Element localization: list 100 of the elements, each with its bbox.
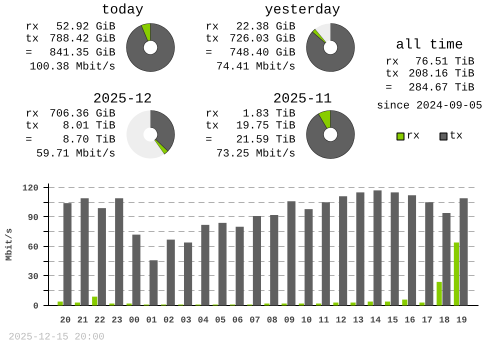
x-tick-label: 18 — [438, 316, 450, 326]
text: tx — [386, 68, 400, 80]
bar — [92, 296, 98, 306]
bar — [166, 240, 175, 306]
text: 8.70 TiB — [62, 134, 116, 146]
bar — [201, 224, 210, 306]
x-tick-label: 01 — [146, 316, 158, 326]
x-tick-label: 19 — [456, 316, 468, 326]
x-tick-label: 22 — [94, 316, 106, 326]
y-tick-label: 30 — [28, 272, 39, 282]
bar — [132, 234, 140, 306]
bar — [287, 201, 296, 306]
y-tick-label: 60 — [28, 242, 39, 252]
bar — [402, 300, 408, 306]
bar — [356, 192, 364, 306]
bar — [322, 202, 330, 306]
x-tick-label: 20 — [60, 316, 71, 326]
x-tick-label: 16 — [404, 316, 416, 326]
chart-title: today — [101, 2, 144, 18]
bar — [460, 198, 468, 306]
x-tick-label: 14 — [370, 316, 382, 326]
text: all time — [396, 38, 464, 54]
x-tick-label: 07 — [249, 316, 260, 326]
chart-title: 2025-12 — [93, 92, 152, 108]
text: 208.16 TiB — [408, 68, 475, 80]
legend-label: rx — [406, 130, 420, 142]
text: rx — [206, 108, 220, 120]
x-tick-label: 09 — [284, 316, 295, 326]
bar — [98, 208, 106, 306]
text: rx — [26, 22, 40, 34]
bar — [58, 302, 63, 306]
bar — [63, 203, 72, 306]
x-tick-label: 21 — [77, 316, 89, 326]
text: 748.40 GiB — [229, 48, 296, 60]
bar — [218, 222, 227, 306]
text: = — [26, 134, 32, 146]
text: 100.38 Mbit/s — [30, 62, 116, 74]
bar — [304, 209, 313, 306]
bar — [374, 190, 382, 306]
text: tx — [206, 120, 220, 132]
text: tx — [26, 34, 40, 46]
text: 726.03 GiB — [229, 34, 296, 46]
text: tx — [206, 34, 220, 46]
bar — [425, 202, 434, 306]
bar — [74, 302, 80, 306]
x-tick-label: 08 — [266, 316, 278, 326]
y-tick-label: 120 — [22, 183, 38, 194]
chart-title: yesterday — [264, 2, 340, 18]
text: = — [206, 134, 212, 146]
bar — [252, 216, 261, 306]
text: 52.92 GiB — [56, 22, 116, 34]
bar — [408, 195, 416, 306]
x-tick-label: 04 — [198, 316, 210, 326]
text: 284.67 TiB — [408, 82, 475, 94]
text: 788.42 GiB — [49, 34, 116, 46]
text: 841.35 GiB — [49, 48, 116, 60]
text: rx — [26, 108, 40, 120]
x-tick-label: 17 — [422, 316, 433, 326]
text: 2025-12-15 20:00 — [8, 332, 105, 344]
legend-label: tx — [450, 130, 464, 142]
text: 73.25 Mbit/s — [216, 148, 296, 160]
x-tick-label: 13 — [352, 316, 364, 326]
x-tick-label: 23 — [112, 316, 122, 326]
bar — [339, 196, 348, 306]
bar — [150, 260, 158, 306]
text: 21.59 TiB — [236, 134, 296, 146]
text: 22.38 GiB — [236, 22, 296, 34]
text: since 2024-09-05 — [376, 100, 482, 112]
text: 59.71 Mbit/s — [36, 148, 116, 160]
text: 1.83 TiB — [242, 108, 296, 120]
x-tick-label: 03 — [180, 316, 192, 326]
bar — [454, 242, 460, 306]
bar — [442, 213, 451, 306]
bar — [350, 302, 356, 306]
bar — [270, 214, 278, 306]
text: 19.75 TiB — [236, 120, 296, 132]
text: tx — [26, 120, 40, 132]
x-tick-label: 00 — [128, 316, 140, 326]
bar — [419, 302, 425, 306]
text: 8.01 TiB — [62, 120, 116, 132]
x-tick-label: 15 — [387, 316, 398, 326]
x-tick-label: 05 — [215, 316, 226, 326]
bar — [80, 198, 89, 306]
bar — [368, 302, 373, 306]
y-axis-title: Mbit/s — [4, 228, 14, 261]
text: rx — [386, 56, 400, 68]
y-tick-label: 90 — [28, 212, 39, 223]
x-tick-label: 06 — [232, 316, 244, 326]
bar — [390, 192, 399, 306]
bar — [184, 242, 192, 306]
bar — [236, 226, 244, 306]
text: = — [26, 48, 32, 60]
x-tick-label: 11 — [318, 316, 330, 326]
x-tick-label: 12 — [336, 316, 346, 326]
text: 74.41 Mbit/s — [216, 62, 296, 74]
bar — [333, 302, 338, 306]
text: rx — [206, 22, 220, 34]
x-tick-label: 02 — [163, 316, 174, 326]
bar — [436, 282, 442, 306]
chart-title: 2025-11 — [273, 92, 332, 108]
